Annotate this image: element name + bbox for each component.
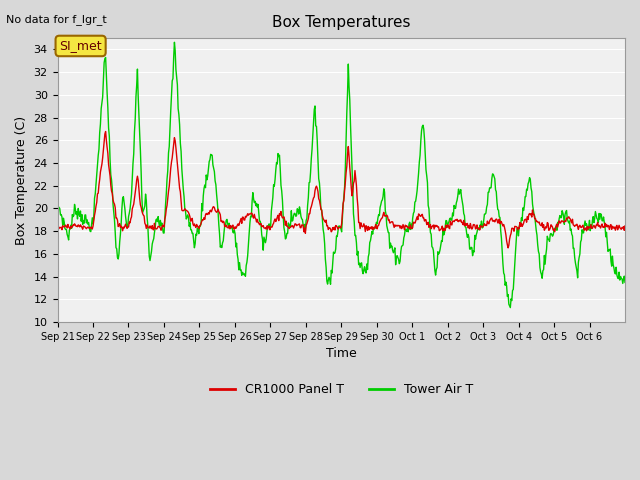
CR1000 Panel T bbox=[621, 223, 629, 229]
CR1000 Panel T bbox=[225, 223, 233, 228]
X-axis label: Time: Time bbox=[326, 347, 356, 360]
CR1000 Panel T bbox=[121, 223, 129, 229]
CR1000 Panel T bbox=[54, 227, 61, 232]
Tower Air T bbox=[54, 194, 61, 200]
CR1000 Panel T bbox=[433, 223, 440, 228]
Y-axis label: Box Temperature (C): Box Temperature (C) bbox=[15, 116, 28, 245]
Text: SI_met: SI_met bbox=[60, 39, 102, 52]
Tower Air T bbox=[171, 39, 179, 45]
Tower Air T bbox=[120, 200, 128, 206]
Tower Air T bbox=[253, 204, 261, 210]
Line: Tower Air T: Tower Air T bbox=[58, 42, 625, 308]
Tower Air T bbox=[621, 279, 629, 285]
Title: Box Temperatures: Box Temperatures bbox=[272, 15, 410, 30]
Text: No data for f_lgr_t: No data for f_lgr_t bbox=[6, 14, 107, 25]
Legend: CR1000 Panel T, Tower Air T: CR1000 Panel T, Tower Air T bbox=[205, 378, 478, 401]
CR1000 Panel T bbox=[504, 245, 512, 251]
Line: CR1000 Panel T: CR1000 Panel T bbox=[58, 132, 625, 248]
CR1000 Panel T bbox=[401, 227, 408, 233]
CR1000 Panel T bbox=[102, 129, 109, 134]
Tower Air T bbox=[275, 154, 283, 159]
CR1000 Panel T bbox=[253, 216, 261, 222]
Tower Air T bbox=[401, 232, 408, 238]
Tower Air T bbox=[433, 266, 440, 272]
CR1000 Panel T bbox=[275, 218, 283, 224]
Tower Air T bbox=[506, 305, 514, 311]
Tower Air T bbox=[225, 220, 233, 226]
